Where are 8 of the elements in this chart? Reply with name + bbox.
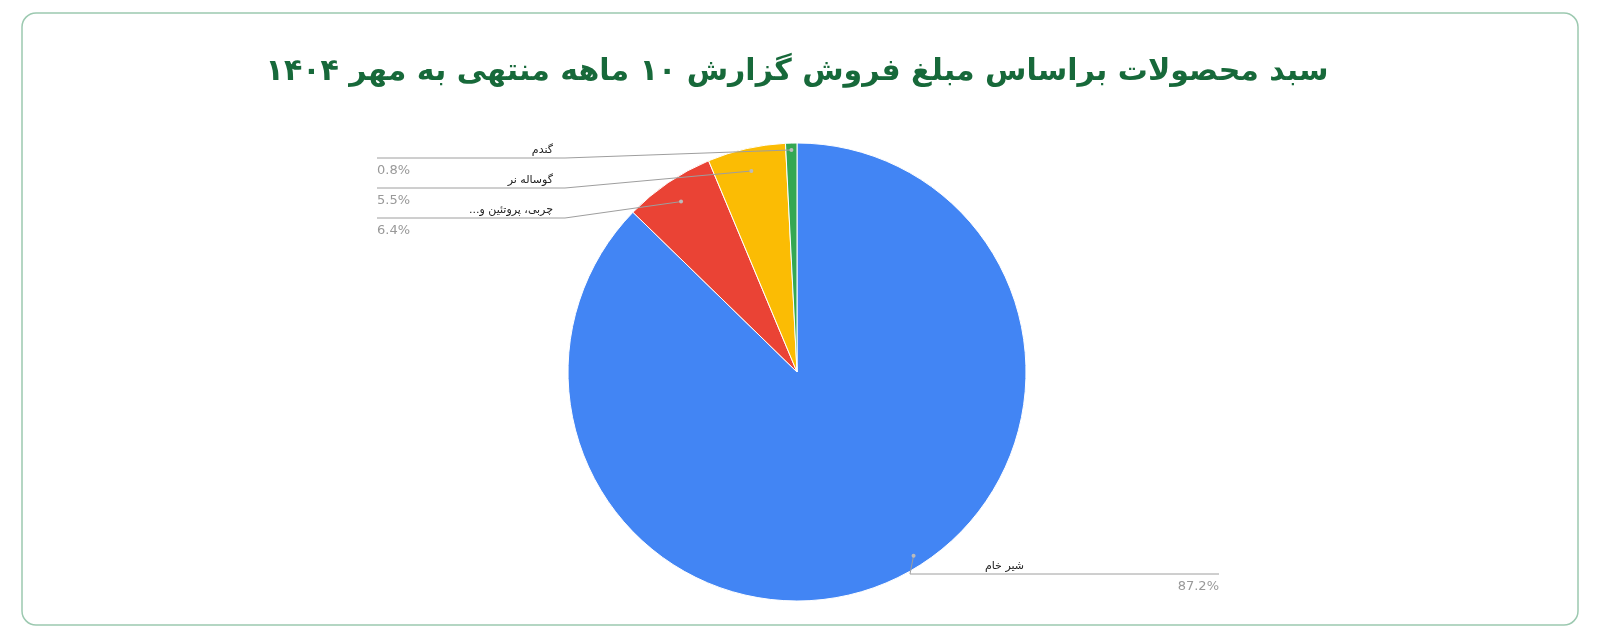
data-label: 0.8% (377, 162, 411, 177)
data-label: 6.4% (377, 222, 411, 237)
title: سبد محصولات براساس مبلغ فروش گزارش ۱۰ ماهه منتهی به مهر ۱۴۰۴ (265, 52, 1329, 87)
data-label: 5.5% (377, 192, 411, 207)
data-label: 87.2% (1177, 578, 1219, 593)
slice-label: شیر خام (984, 559, 1025, 572)
slice-label: چربی، پروتئین و... (469, 203, 553, 216)
slice-label: گندم (531, 143, 554, 156)
